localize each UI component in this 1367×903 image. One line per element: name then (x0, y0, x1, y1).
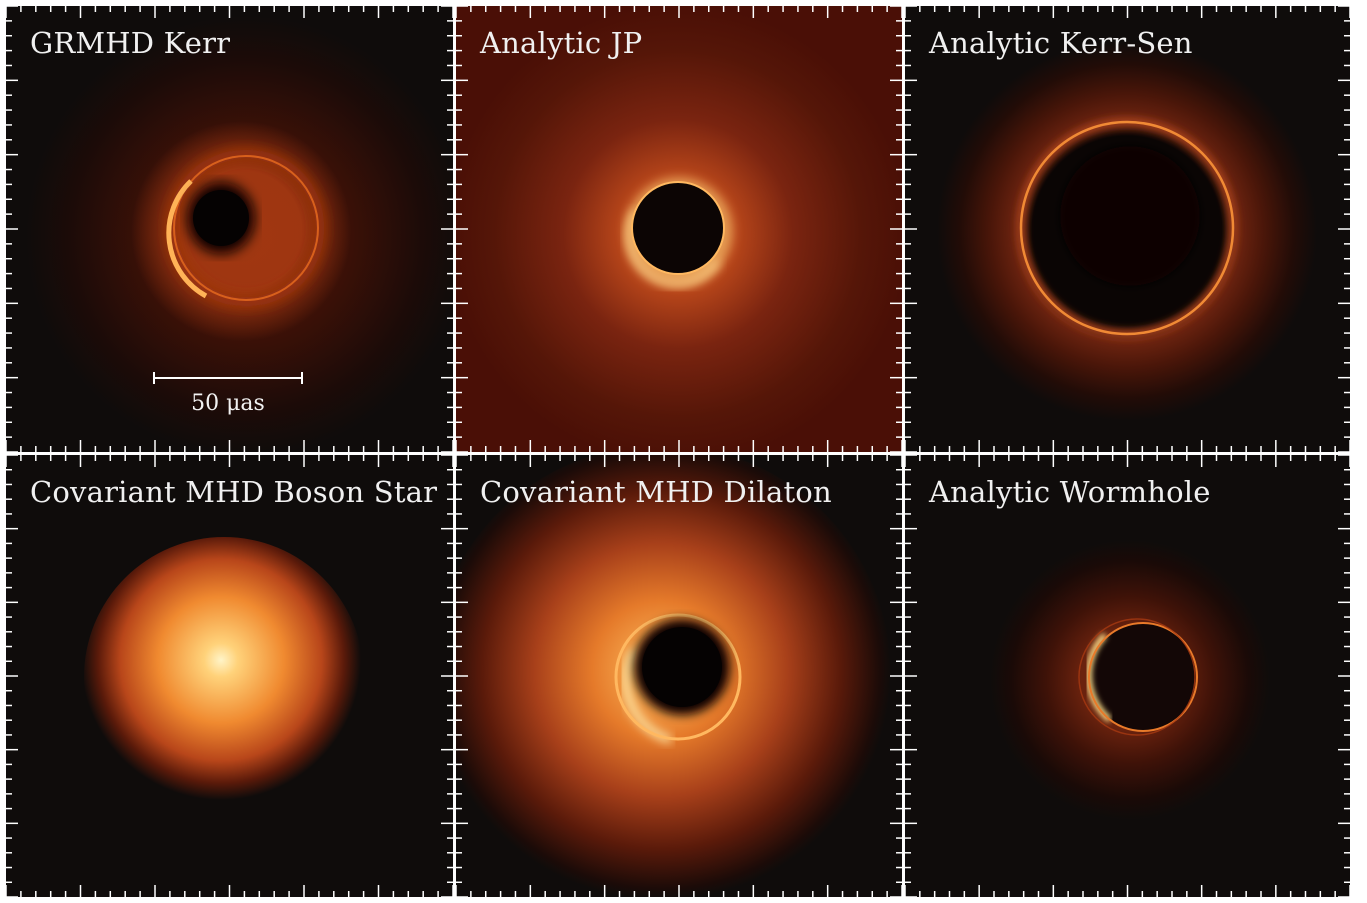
boson-star-image (6, 455, 453, 897)
panel-analytic-wormhole: Analytic Wormhole (905, 455, 1350, 897)
panel-title: Analytic JP (480, 26, 643, 60)
panel-covariant-mhd-boson-star: Covariant MHD Boson Star (6, 455, 453, 897)
scale-bar-line (153, 377, 303, 379)
black-hole-image-dilaton (456, 455, 902, 897)
scale-bar-cap-right (301, 372, 303, 384)
scale-bar-label: 50 μas (191, 391, 265, 416)
panel-title: Covariant MHD Dilaton (480, 475, 832, 509)
panel-title: Analytic Kerr-Sen (929, 26, 1193, 60)
panel-title: Covariant MHD Boson Star (30, 475, 438, 509)
wormhole-image (905, 455, 1350, 897)
panel-title: Analytic Wormhole (929, 475, 1211, 509)
panel-analytic-jp: Analytic JP (456, 6, 902, 452)
scale-bar-cap-left (153, 372, 155, 384)
black-hole-image-analytic-kerr-sen (905, 6, 1350, 452)
panel-grmhd-kerr: GRMHD Kerr 50 μas (6, 6, 453, 452)
scale-bar: 50 μas (153, 369, 303, 419)
panel-covariant-mhd-dilaton: Covariant MHD Dilaton (456, 455, 902, 897)
panel-analytic-kerr-sen: Analytic Kerr-Sen (905, 6, 1350, 452)
panel-title: GRMHD Kerr (30, 26, 231, 60)
black-hole-image-analytic-jp (456, 6, 902, 452)
